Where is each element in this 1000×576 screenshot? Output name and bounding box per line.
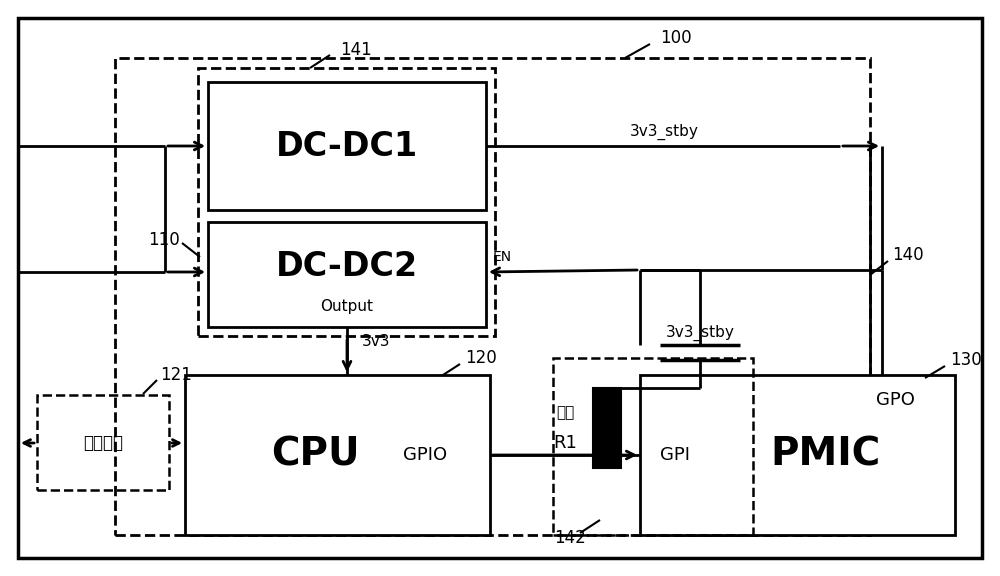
Text: 3v3_stby: 3v3_stby [630, 124, 699, 140]
Text: 141: 141 [340, 41, 372, 59]
Text: 3v3: 3v3 [362, 335, 390, 350]
Bar [593, 388, 621, 468]
Text: R1: R1 [553, 434, 577, 452]
Text: GPIO: GPIO [403, 446, 447, 464]
Text: CPU: CPU [271, 436, 359, 474]
Text: DC-DC2: DC-DC2 [276, 251, 418, 283]
Text: EN: EN [493, 250, 512, 264]
Text: 140: 140 [892, 246, 924, 264]
Bar [640, 375, 955, 535]
Bar [553, 358, 753, 535]
Bar [185, 375, 490, 535]
Bar [198, 68, 495, 336]
Text: 3v3_stby: 3v3_stby [666, 325, 734, 341]
Text: 120: 120 [465, 349, 497, 367]
Bar [37, 395, 169, 490]
Text: DC-DC1: DC-DC1 [276, 130, 418, 162]
Text: Output: Output [320, 300, 374, 314]
Bar [208, 222, 486, 327]
Text: 121: 121 [160, 366, 192, 384]
Text: 142: 142 [554, 529, 586, 547]
Text: PMIC: PMIC [770, 436, 880, 474]
Text: 100: 100 [660, 29, 692, 47]
Text: 电阵: 电阵 [556, 406, 574, 420]
Text: GPI: GPI [660, 446, 690, 464]
Bar [208, 82, 486, 210]
Text: GPO: GPO [876, 391, 914, 409]
Text: 130: 130 [950, 351, 982, 369]
Text: 110: 110 [148, 231, 180, 249]
Bar [115, 58, 870, 535]
Text: 网络接口: 网络接口 [83, 434, 123, 452]
